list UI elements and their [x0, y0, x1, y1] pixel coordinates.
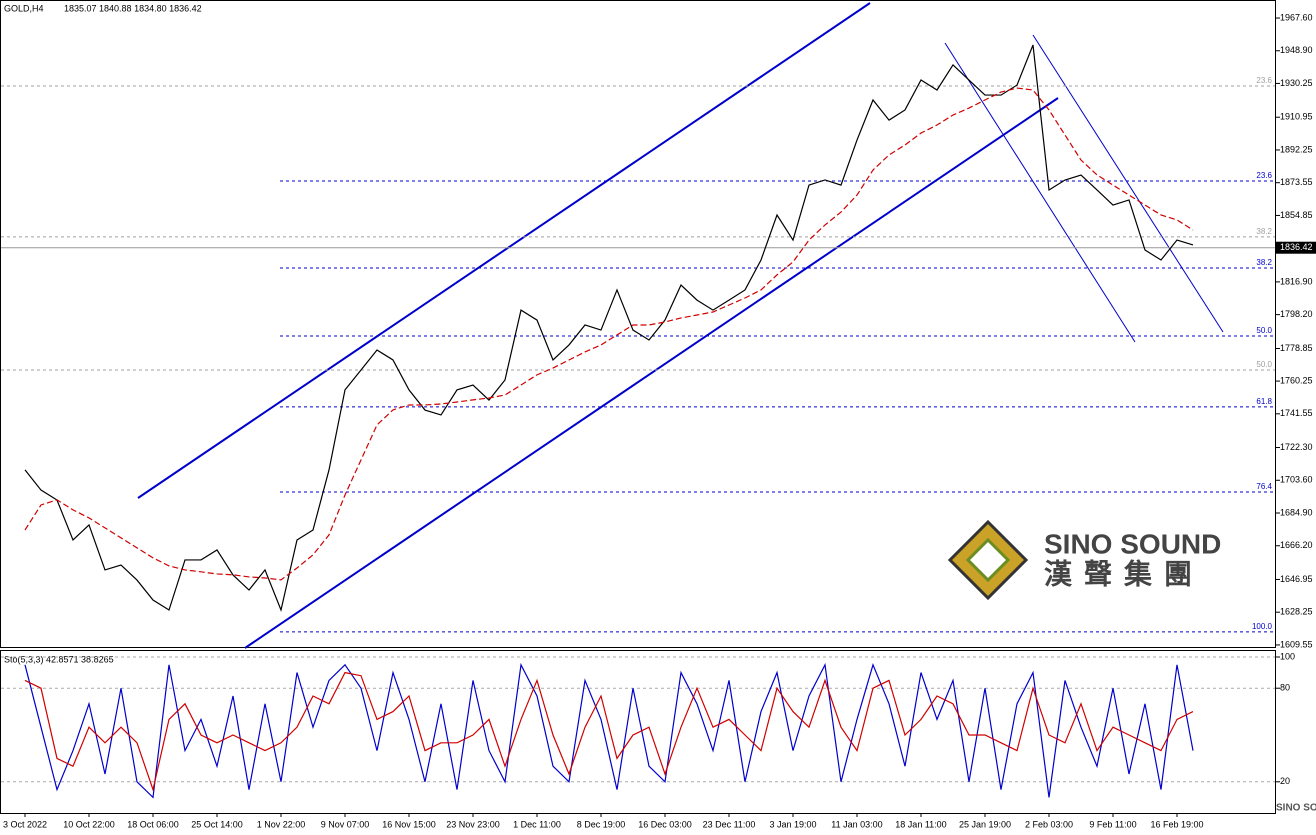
stoch-panel: [0, 650, 1276, 814]
last-price-box: [1276, 241, 1316, 254]
y-tick-label: 1930.25: [1280, 78, 1313, 88]
y-tick-label: 1892.25: [1280, 144, 1313, 154]
x-tick-label: 23 Dec 11:00: [703, 819, 756, 829]
y-tick-label: 1703.60: [1280, 475, 1313, 485]
logo-mark: [965, 537, 1011, 583]
x-tick-label: 3 Oct 2022: [3, 819, 47, 829]
y-tick-label: 1948.90: [1280, 45, 1313, 55]
logo-text: 漢聲集團: [1044, 558, 1204, 589]
x-tick-label: 8 Dec 19:00: [577, 819, 626, 829]
x-tick-label: 16 Feb 19:00: [1150, 819, 1203, 829]
y-tick-label: 1684.90: [1280, 507, 1313, 517]
fib-label: 23.6: [1256, 171, 1272, 180]
y-tick-label: 1666.20: [1280, 540, 1313, 550]
stoch-title: Sto(5,3,3) 42.8571 38.8265: [4, 654, 114, 664]
y-tick-label: 1628.25: [1280, 607, 1313, 617]
y-tick-label: 1854.85: [1280, 210, 1313, 220]
symbol: GOLD,H4: [4, 3, 44, 13]
fib-label: 100.0: [1252, 622, 1273, 631]
y-tick-label: 1798.20: [1280, 309, 1313, 319]
y-tick-label: 80: [1280, 683, 1290, 693]
x-tick-label: 1 Nov 22:00: [257, 819, 306, 829]
fib-label: 50.0: [1256, 326, 1272, 335]
y-tick-label: 100: [1280, 651, 1295, 661]
logo: SINO SOUND 漢聲集團 SINO SOUND: [947, 519, 1316, 814]
y-tick-label: 1967.60: [1280, 12, 1313, 22]
x-tick-label: 18 Jan 11:00: [895, 819, 946, 829]
series-line: [24, 662, 1194, 799]
fib-label: 50.0: [1256, 360, 1272, 369]
x-tick-label: 2 Feb 03:00: [1025, 819, 1073, 829]
trend-line: [244, 97, 1059, 649]
y-tick-label: 1609.55: [1280, 639, 1313, 649]
x-tick-label: 23 Nov 23:00: [446, 819, 500, 829]
trend-line: [137, 2, 871, 499]
fib-label: 76.4: [1256, 482, 1272, 491]
x-tick-label: 1 Dec 11:00: [513, 819, 561, 829]
series-line: [24, 44, 1194, 613]
x-tick-label: 10 Oct 22:00: [63, 819, 115, 829]
channel-lines: [137, 2, 1059, 649]
fib-label: 38.2: [1256, 227, 1272, 236]
x-tick-label: 25 Oct 14:00: [191, 819, 243, 829]
y-tick-label: 1646.95: [1280, 574, 1313, 584]
x-tick-label: 16 Nov 15:00: [382, 819, 436, 829]
logo-small: SINO SOUND: [1276, 803, 1316, 814]
x-tick-label: 16 Dec 03:00: [638, 819, 692, 829]
fib-label: 23.6: [1256, 76, 1272, 85]
y-tick-label: 1816.90: [1280, 276, 1313, 286]
series-line: [24, 87, 1194, 581]
y-tick-label: 20: [1280, 776, 1290, 786]
trend-line: [944, 42, 1136, 343]
main-panel: [0, 0, 1276, 648]
y-tick-label: 1910.95: [1280, 112, 1313, 122]
y-tick-label: 1722.30: [1280, 442, 1313, 452]
x-tick-label: 25 Jan 19:00: [959, 819, 1011, 829]
x-tick-label: 18 Oct 06:00: [127, 819, 179, 829]
logo-text: SINO SOUND: [1044, 528, 1221, 559]
last-price-label: 1836.42: [1280, 242, 1313, 252]
x-tick-label: 9 Nov 07:00: [321, 819, 370, 829]
trend-line: [1032, 34, 1224, 333]
falling-channel: [944, 34, 1224, 343]
y-tick-label: 1778.85: [1280, 343, 1313, 353]
x-tick-label: 3 Jan 19:00: [769, 819, 816, 829]
x-tick-label: 9 Feb 11:00: [1089, 819, 1136, 829]
fib-label: 38.2: [1256, 258, 1272, 267]
fib-label: 61.8: [1256, 397, 1272, 406]
y-tick-label: 1873.55: [1280, 177, 1313, 187]
series-line: [24, 671, 1194, 792]
y-tick-label: 1760.25: [1280, 375, 1313, 385]
y-tick-label: 1741.55: [1280, 408, 1313, 418]
ohlc: 1835.07 1840.88 1834.80 1836.42: [64, 3, 202, 13]
x-tick-label: 11 Jan 03:00: [831, 819, 882, 829]
